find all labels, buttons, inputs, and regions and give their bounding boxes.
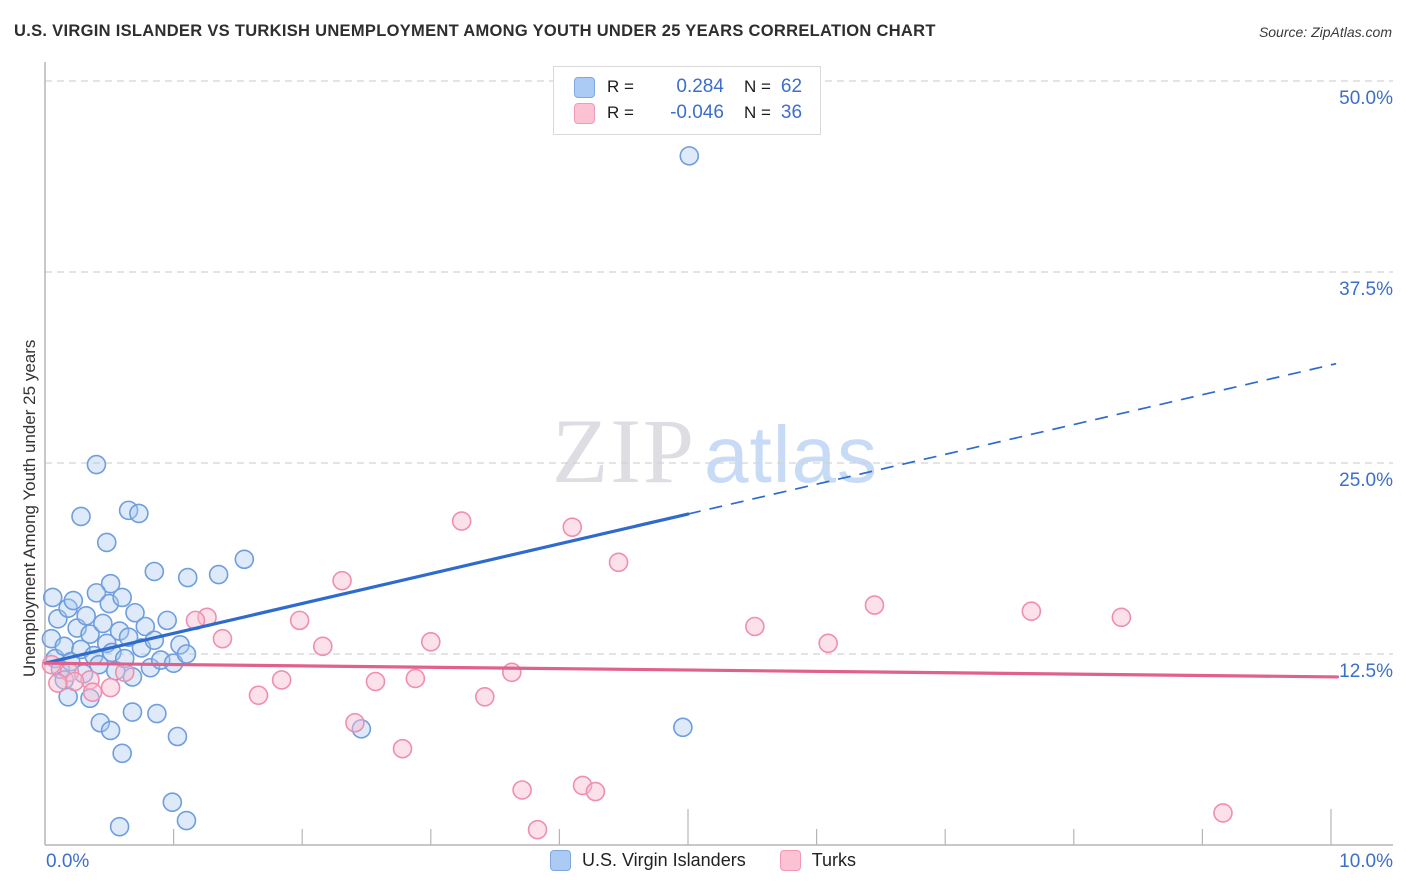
legend-item-virgin-islanders: U.S. Virgin Islanders <box>549 850 746 871</box>
page-title: U.S. VIRGIN ISLANDER VS TURKISH UNEMPLOY… <box>14 22 936 40</box>
scatter-point-virgin-islanders <box>157 610 177 631</box>
scatter-point-turks <box>475 686 495 707</box>
watermark-atlas-text: atlas <box>704 410 878 499</box>
scatter-point-virgin-islanders <box>109 816 130 837</box>
n-value: 36 <box>780 102 803 123</box>
scatter-point-turks <box>100 677 121 698</box>
scatter-point-turks <box>512 780 532 800</box>
scatter-point-turks <box>864 595 885 615</box>
r-label: R = <box>607 103 634 122</box>
watermark-zip-text: ZIP <box>552 400 696 502</box>
legend-label: Turks <box>811 850 857 870</box>
scatter-point-virgin-islanders <box>42 587 63 608</box>
legend-item-turks: Turks <box>779 850 857 871</box>
scatter-point-virgin-islanders <box>100 720 121 741</box>
scatter-point-turks <box>48 673 68 693</box>
scatter-point-virgin-islanders <box>176 810 197 831</box>
scatter-point-virgin-islanders <box>86 583 107 603</box>
scatter-point-virgin-islanders <box>135 616 156 637</box>
y-tick-label-37.5%: 37.5% <box>1339 279 1393 300</box>
scatter-point-turks <box>1111 607 1132 628</box>
n-value: 62 <box>780 76 803 97</box>
scatter-point-virgin-islanders <box>71 506 91 527</box>
x-axis-label-max: 10.0% <box>1339 851 1393 872</box>
trend-line-turks <box>43 661 1340 679</box>
trend-line-virgin-islanders <box>43 512 690 665</box>
y-tick-label-25.0%: 25.0% <box>1339 470 1393 491</box>
scatter-point-virgin-islanders <box>167 726 188 747</box>
scatter-point-virgin-islanders <box>673 717 693 738</box>
scatter-point-turks <box>527 819 548 840</box>
stats-row-virgin-islanders: R = 0.284 N = 62 <box>574 75 808 99</box>
scatter-point-virgin-islanders <box>122 702 143 722</box>
scatter-point-virgin-islanders <box>176 644 197 664</box>
y-axis-title: Unemployment Among Youth under 25 years <box>20 339 39 677</box>
zipatlas-watermark: ZIP atlas <box>552 398 878 504</box>
scatter-point-turks <box>502 662 522 683</box>
scatter-point-turks <box>1213 803 1233 823</box>
scatter-point-turks <box>392 738 413 759</box>
blue-series-swatch-icon <box>549 850 571 871</box>
scatter-point-turks <box>405 668 426 689</box>
scatter-point-virgin-islanders <box>76 605 96 626</box>
stats-row-turks: R = -0.046 N = 36 <box>574 101 808 125</box>
scatter-point-virgin-islanders <box>93 613 113 634</box>
scatter-point-turks <box>64 671 85 692</box>
scatter-point-virgin-islanders <box>177 567 198 588</box>
scatter-point-virgin-islanders <box>129 503 149 524</box>
source-attribution: Source: ZipAtlas.com <box>1258 24 1392 40</box>
scatter-point-turks <box>1021 601 1042 622</box>
scatter-point-turks <box>212 628 233 649</box>
scatter-point-virgin-islanders <box>125 602 145 623</box>
n-label: N = <box>743 77 771 96</box>
pink-series-swatch-icon <box>779 850 801 871</box>
scatter-point-turks <box>451 511 472 531</box>
scatter-point-virgin-islanders <box>112 587 132 608</box>
scatter-point-turks <box>745 616 765 637</box>
scatter-point-virgin-islanders <box>234 549 255 570</box>
n-label: N = <box>743 103 771 122</box>
scatter-point-virgin-islanders <box>90 712 111 733</box>
r-label: R = <box>607 77 634 96</box>
scatter-point-turks <box>345 712 365 733</box>
legend-label: U.S. Virgin Islanders <box>581 850 746 870</box>
scatter-point-turks <box>312 636 333 657</box>
correlation-stats-box: R = 0.284 N = 62 R = -0.046 N = 36 <box>553 66 821 135</box>
scatter-point-turks <box>271 670 292 690</box>
scatter-point-virgin-islanders <box>96 532 117 553</box>
scatter-point-turks <box>420 631 441 652</box>
scatter-point-turks <box>585 781 606 802</box>
scatter-point-turks <box>289 610 310 631</box>
scatter-point-turks <box>818 633 838 654</box>
scatter-point-turks <box>608 552 629 573</box>
series-legend: U.S. Virgin Islanders Turks <box>0 850 1406 871</box>
scatter-point-turks <box>365 671 386 692</box>
r-value: 0.284 <box>676 76 724 97</box>
scatter-point-turks <box>332 570 352 591</box>
scatter-point-virgin-islanders <box>63 590 84 611</box>
y-tick-label-12.5%: 12.5% <box>1339 661 1393 682</box>
scatter-point-virgin-islanders <box>112 743 132 764</box>
scatter-point-virgin-islanders <box>100 573 121 594</box>
trend-line-virgin-islanders-extrapolated <box>687 362 1337 515</box>
scatter-point-virgin-islanders <box>208 564 229 585</box>
scatter-point-turks <box>248 685 269 706</box>
scatter-point-virgin-islanders <box>162 792 183 813</box>
scatter-point-turks <box>80 670 100 690</box>
scatter-point-turks <box>82 682 103 703</box>
scatter-point-turks <box>114 662 135 683</box>
scatter-point-virgin-islanders <box>147 703 167 724</box>
blue-series-swatch-icon <box>574 76 595 98</box>
y-tick-label-50.0%: 50.0% <box>1339 88 1393 109</box>
scatter-point-virgin-islanders <box>86 454 107 475</box>
r-value: -0.046 <box>670 102 724 123</box>
scatter-point-virgin-islanders <box>80 624 100 644</box>
scatter-point-virgin-islanders <box>679 146 700 166</box>
scatter-point-turks <box>562 517 583 537</box>
x-axis-label-min: 0.0% <box>46 851 90 872</box>
pink-series-swatch-icon <box>574 102 595 124</box>
scatter-point-virgin-islanders <box>144 561 165 582</box>
